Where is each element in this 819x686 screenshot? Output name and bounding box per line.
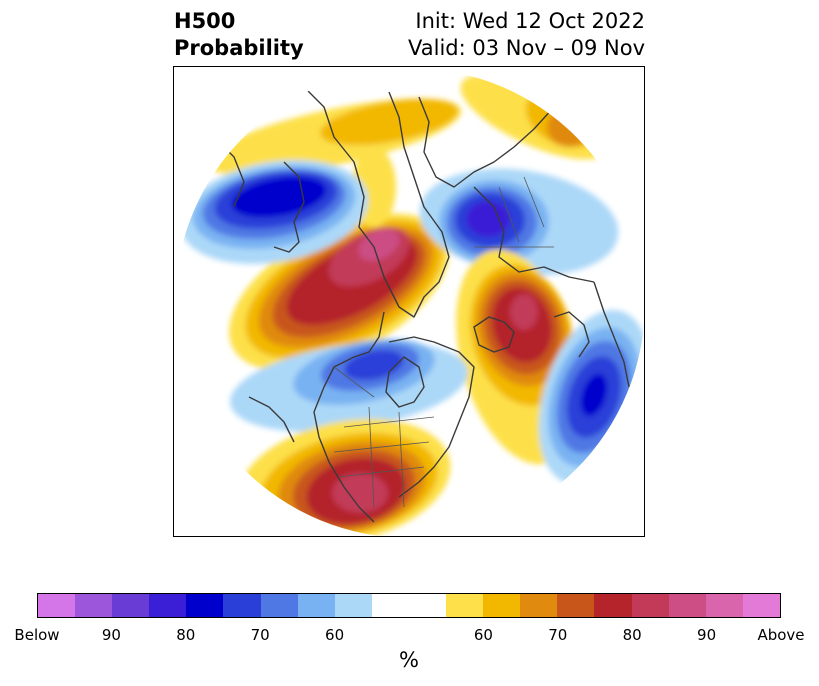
colorbar-segment: [520, 594, 558, 617]
anomaly-below-hudson: [230, 339, 468, 432]
colorbar-segment: [557, 594, 595, 617]
colorbar-tick-label: 60: [325, 626, 345, 644]
colorbar-segment: [483, 594, 521, 617]
colorbar: [37, 593, 781, 618]
colorbar-segment: [260, 594, 298, 617]
valid-range: Valid: 03 Nov – 09 Nov: [408, 36, 645, 60]
colorbar-segment: [668, 594, 706, 617]
colorbar-segment: [594, 594, 632, 617]
colorbar-unit: %: [399, 648, 419, 672]
colorbar-segment: [297, 594, 335, 617]
colorbar-tick-label: 70: [250, 626, 270, 644]
title-left: H500 Probability: [174, 8, 304, 62]
title-right: Init: Wed 12 Oct 2022 Valid: 03 Nov – 09…: [408, 8, 645, 62]
colorbar-tick-label: 90: [101, 626, 121, 644]
map-panel: [173, 66, 645, 537]
colorbar-tick-label: 60: [473, 626, 493, 644]
anomaly-above-alaska: [206, 98, 462, 371]
colorbar-segment: [112, 594, 150, 617]
colorbar-tick-label: 90: [697, 626, 717, 644]
colorbar-tick-label: Below: [14, 626, 60, 644]
colorbar-segment: [38, 594, 76, 617]
colorbar-tick-label: Above: [757, 626, 805, 644]
colorbar-segment: [75, 594, 113, 617]
anomaly-below-arctic: [419, 168, 619, 276]
colorbar-segment: [186, 594, 224, 617]
anomaly-below-siberia: [180, 160, 368, 264]
colorbar-segment: [408, 594, 447, 617]
political-borders: [333, 176, 554, 508]
colorbar-segment: [371, 594, 409, 617]
variable-title: H500: [174, 9, 236, 33]
anomaly-above-west-us: [237, 419, 451, 536]
colorbar-segment: [631, 594, 669, 617]
product-title: Probability: [174, 36, 304, 60]
colorbar-tick-label: 80: [622, 626, 642, 644]
colorbar-tick-label: 80: [176, 626, 196, 644]
probability-map: [175, 68, 644, 536]
colorbar-tick-label: 70: [548, 626, 568, 644]
colorbar-segment: [446, 594, 484, 617]
colorbar-segment: [705, 594, 743, 617]
colorbar-segment: [149, 594, 187, 617]
colorbar-segment: [223, 594, 261, 617]
colorbar-segment: [742, 594, 780, 617]
init-date: Init: Wed 12 Oct 2022: [415, 9, 645, 33]
colorbar-segment: [334, 594, 372, 617]
